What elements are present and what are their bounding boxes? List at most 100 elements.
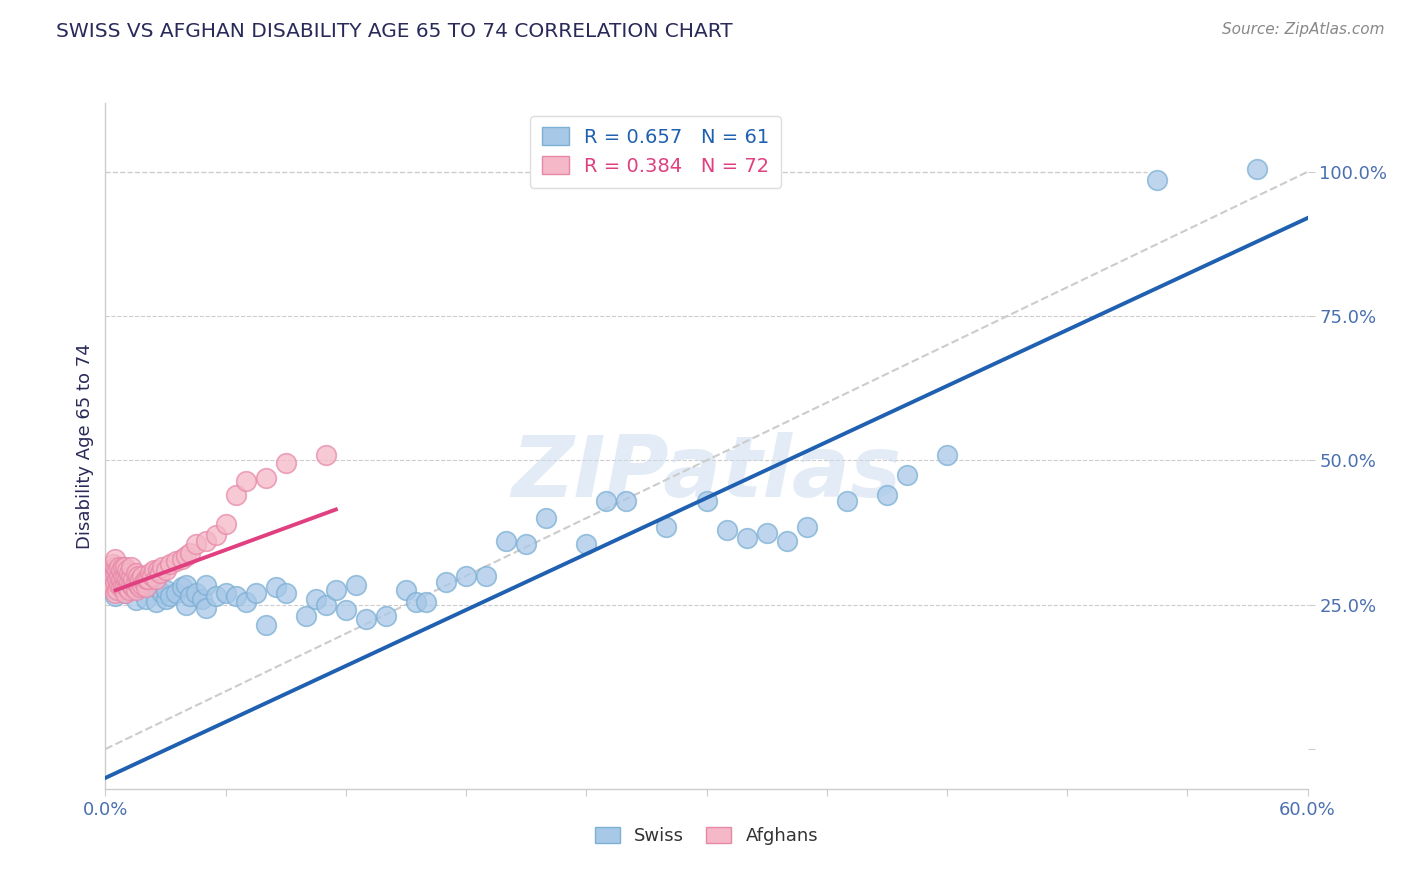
Point (122, 581, 145, 595)
Point (254, 618, 277, 632)
Point (575, 537, 598, 551)
Y-axis label: Disability Age 65 to 74: Disability Age 65 to 74 (76, 343, 94, 549)
Point (114, 569, 136, 583)
Point (135, 574, 157, 589)
Point (108, 569, 131, 583)
Point (344, 577, 367, 591)
Point (114, 560, 136, 574)
Point (936, 448, 959, 462)
Point (146, 563, 169, 577)
Point (121, 569, 143, 583)
Point (148, 566, 170, 580)
Point (194, 600, 217, 615)
Point (159, 558, 181, 572)
Point (110, 581, 132, 595)
Point (335, 603, 357, 617)
Point (225, 589, 247, 603)
Point (117, 581, 139, 595)
Point (127, 569, 149, 583)
Point (174, 598, 197, 612)
Point (616, 493, 638, 508)
Point (104, 586, 127, 600)
Point (103, 569, 125, 583)
Point (108, 560, 131, 574)
Point (395, 583, 418, 598)
Point (896, 467, 918, 482)
Point (235, 474, 257, 488)
Point (121, 560, 143, 574)
Point (454, 569, 477, 583)
Point (696, 493, 718, 508)
Point (315, 598, 337, 612)
Point (755, 525, 778, 540)
Point (179, 546, 201, 560)
Point (145, 572, 167, 586)
Point (104, 566, 127, 580)
Point (145, 581, 167, 595)
Text: ZIPatlas: ZIPatlas (512, 432, 901, 515)
Point (104, 574, 127, 589)
Point (135, 581, 157, 595)
Point (124, 566, 146, 580)
Point (475, 569, 498, 583)
Text: Source: ZipAtlas.com: Source: ZipAtlas.com (1222, 22, 1385, 37)
Point (1246, 161, 1268, 176)
Point (405, 595, 427, 609)
Point (114, 586, 136, 600)
Point (796, 520, 818, 534)
Point (104, 551, 127, 566)
Point (204, 589, 226, 603)
Point (128, 572, 150, 586)
Point (225, 488, 247, 502)
Point (131, 577, 153, 591)
Point (136, 572, 159, 586)
Point (170, 551, 193, 566)
Point (107, 572, 129, 586)
Point (118, 566, 141, 580)
Point (114, 586, 136, 600)
Point (159, 589, 181, 603)
Point (121, 577, 143, 591)
Point (141, 569, 163, 583)
Point (716, 523, 738, 537)
Point (264, 581, 287, 595)
Point (254, 471, 277, 485)
Point (274, 586, 297, 600)
Point (174, 549, 197, 563)
Point (194, 534, 217, 549)
Point (155, 583, 177, 598)
Point (145, 595, 167, 609)
Point (122, 572, 145, 586)
Legend: Swiss, Afghans: Swiss, Afghans (588, 820, 825, 853)
Point (124, 583, 146, 598)
Point (274, 456, 297, 470)
Point (150, 560, 173, 574)
Point (835, 493, 858, 508)
Point (235, 595, 257, 609)
Point (124, 593, 146, 607)
Point (305, 591, 328, 606)
Point (107, 563, 129, 577)
Point (374, 609, 398, 624)
Point (595, 493, 617, 508)
Text: SWISS VS AFGHAN DISABILITY AGE 65 TO 74 CORRELATION CHART: SWISS VS AFGHAN DISABILITY AGE 65 TO 74 … (56, 22, 733, 41)
Point (179, 589, 201, 603)
Point (325, 583, 347, 598)
Point (495, 534, 517, 549)
Point (132, 574, 155, 589)
Point (114, 577, 136, 591)
Point (118, 583, 141, 598)
Point (315, 448, 337, 462)
Point (150, 586, 173, 600)
Point (204, 528, 226, 542)
Point (110, 563, 132, 577)
Point (100, 574, 122, 589)
Point (245, 586, 267, 600)
Point (434, 574, 457, 589)
Point (107, 583, 129, 598)
Point (776, 534, 799, 549)
Point (155, 563, 177, 577)
Point (127, 577, 149, 591)
Point (515, 537, 537, 551)
Point (103, 581, 125, 595)
